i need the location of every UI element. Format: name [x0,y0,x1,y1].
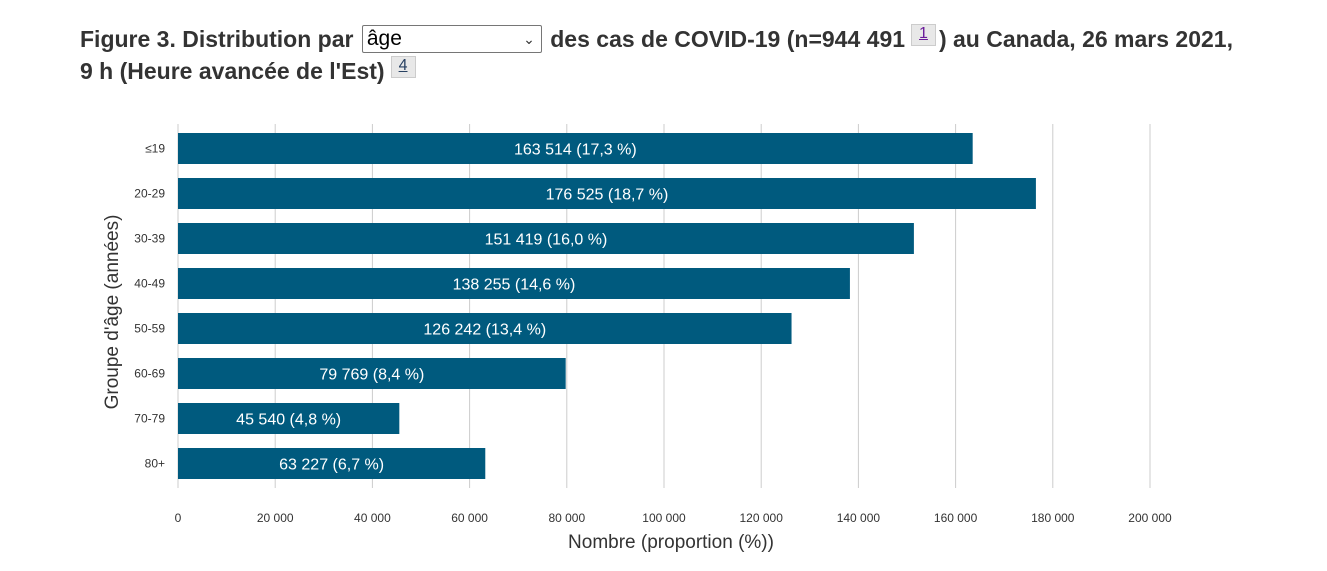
x-tick-label: 0 [175,511,182,525]
x-tick-label: 140 000 [837,511,881,525]
y-tick-label: 20-29 [134,187,165,201]
dropdown-value: âge [366,26,402,50]
x-tick-label: 180 000 [1031,511,1075,525]
y-tick-label: 50-59 [134,322,165,336]
x-tick-label: 100 000 [642,511,686,525]
title-part-3: ) au Canada, 26 mars 2021, [938,25,1233,52]
bar-data-label: 63 227 (6,7 %) [279,457,384,474]
x-tick-label: 160 000 [934,511,978,525]
chevron-down-icon: ⌄ [523,30,535,47]
y-tick-label: 70-79 [134,412,165,426]
bar-data-label: 138 255 (14,6 %) [453,277,576,294]
bar[interactable] [178,223,914,254]
title-part-4: 9 h (Heure avancée de l'Est) [80,57,385,84]
x-tick-label: 120 000 [740,511,784,525]
x-tick-label: 80 000 [548,511,585,525]
y-axis-label: Groupe d'âge (années) [102,215,123,410]
x-tick-labels: 0 20 000 40 000 60 000 80 000 100 000 120 000 1… [175,511,1172,525]
distribution-dropdown[interactable]: âge ⌄ [361,24,542,53]
y-tick-label: 80+ [145,457,165,471]
y-tick-label: ≤19 [145,142,165,156]
x-axis-label: Nombre (proportion (%)) [568,532,774,553]
bar[interactable] [178,313,792,344]
bar-data-label: 176 525 (18,7 %) [546,187,669,204]
bar[interactable] [178,268,850,299]
footnote-link-2[interactable]: 4 [390,55,416,78]
bar[interactable] [178,403,400,434]
bar-data-label: 151 419 (16,0 %) [485,232,608,249]
y-tick-label: 60-69 [134,367,165,381]
title-part-1: Figure 3. Distribution par [80,25,354,52]
y-tick-label: 30-39 [134,232,165,246]
x-tick-label: 40 000 [354,511,391,525]
bar-data-label: 45 540 (4,8 %) [236,412,341,429]
bar-data-label: 79 769 (8,4 %) [319,367,424,384]
x-tick-label: 200 000 [1128,511,1172,525]
bar[interactable] [178,358,566,389]
x-tick-label: 20 000 [257,511,294,525]
bar-data-label: 163 514 (17,3 %) [514,142,637,159]
chart-title: Figure 3. Distribution par âge ⌄ des cas… [80,22,1300,86]
footnote-link-1[interactable]: 1 [911,24,936,46]
bar-data-label: 126 242 (13,4 %) [423,322,546,339]
bars: 163 514 (17,3 %) 176 525 (18,7 %) 151 419 … [178,133,1036,479]
title-part-2: des cas de COVID-19 (n=944 491 [550,25,906,52]
bar[interactable] [178,178,1036,209]
y-tick-label: 40-49 [134,277,165,291]
bar[interactable] [178,448,486,479]
bar[interactable] [178,133,973,164]
x-tick-label: 60 000 [451,511,488,525]
y-tick-labels: ≤19 20-29 30-39 40-49 50-59 60-69 70-79 80+ [134,142,165,471]
